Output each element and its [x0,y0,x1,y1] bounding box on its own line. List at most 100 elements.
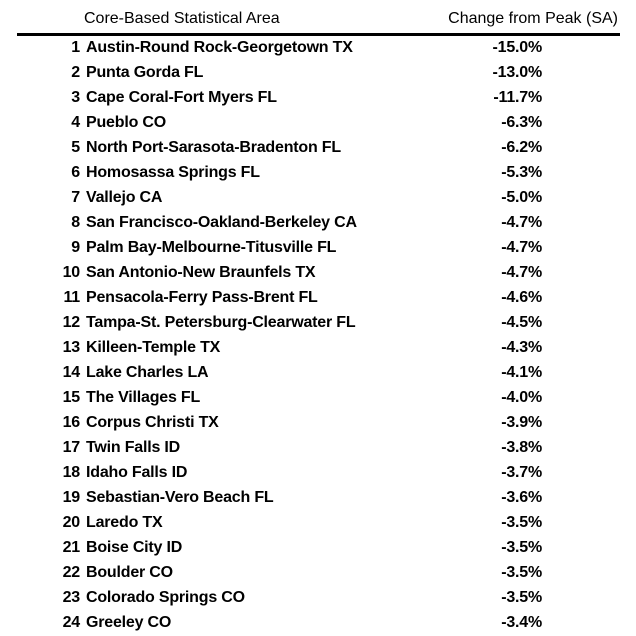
table-row: 14 Lake Charles LA -4.1% [0,361,636,386]
row-area: Homosassa Springs FL [86,164,260,181]
row-area: San Francisco-Oakland-Berkeley CA [86,214,357,231]
row-change: -3.7% [501,464,542,481]
row-area: Tampa-St. Petersburg-Clearwater FL [86,314,356,331]
row-change: -4.5% [501,314,542,331]
header-divider [17,33,620,36]
row-area: Boulder CO [86,564,173,581]
row-area: Pueblo CO [86,114,166,131]
table-row: 9 Palm Bay-Melbourne-Titusville FL -4.7% [0,236,636,261]
row-area: Twin Falls ID [86,439,181,456]
row-rank: 19 [62,489,81,506]
row-rank: 17 [62,439,81,456]
table-row: 17 Twin Falls ID -3.8% [0,436,636,461]
row-area: San Antonio-New Braunfels TX [86,264,316,281]
row-change: -3.5% [501,539,542,556]
row-area: Sebastian-Vero Beach FL [86,489,274,506]
row-change: -4.3% [501,339,542,356]
row-rank: 12 [62,314,81,331]
row-area: Corpus Christi TX [86,414,219,431]
table-row: 13 Killeen-Temple TX -4.3% [0,336,636,361]
table-row: 10 San Antonio-New Braunfels TX -4.7% [0,261,636,286]
row-change: -3.4% [501,614,542,631]
table-header: Core-Based Statistical Area Change from … [0,8,636,30]
row-rank: 8 [71,214,80,231]
row-change: -4.6% [501,289,542,306]
row-rank: 9 [71,239,80,256]
row-rank: 20 [62,514,81,531]
row-area: Vallejo CA [86,189,163,206]
row-area: North Port-Sarasota-Bradenton FL [86,139,341,156]
row-area: Idaho Falls ID [86,464,188,481]
row-area: The Villages FL [86,389,201,406]
row-rank: 22 [62,564,81,581]
row-area: Boise City ID [86,539,183,556]
row-rank: 10 [62,264,81,281]
row-area: Punta Gorda FL [86,64,204,81]
table-row: 5 North Port-Sarasota-Bradenton FL -6.2% [0,136,636,161]
table-row: 4 Pueblo CO -6.3% [0,111,636,136]
row-rank: 16 [62,414,81,431]
table-row: 3 Cape Coral-Fort Myers FL -11.7% [0,86,636,111]
column-header-change: Change from Peak (SA) [448,10,618,27]
row-area: Greeley CO [86,614,172,631]
table-body: 1 Austin-Round Rock-Georgetown TX -15.0% 2 P… [0,36,636,636]
row-change: -3.5% [501,564,542,581]
table-row: 19 Sebastian-Vero Beach FL -3.6% [0,486,636,511]
table-row: 22 Boulder CO -3.5% [0,561,636,586]
row-area: Palm Bay-Melbourne-Titusville FL [86,239,337,256]
table-row: 12 Tampa-St. Petersburg-Clearwater FL -4.5… [0,311,636,336]
row-area: Pensacola-Ferry Pass-Brent FL [86,289,318,306]
row-change: -11.7% [493,89,542,106]
row-area: Austin-Round Rock-Georgetown TX [86,39,353,56]
row-change: -3.8% [501,439,542,456]
row-change: -6.2% [501,139,542,156]
table-row: 24 Greeley CO -3.4% [0,611,636,636]
row-change: -4.1% [501,364,542,381]
row-change: -13.0% [492,64,543,81]
row-change: -4.0% [501,389,542,406]
row-change: -3.5% [501,514,542,531]
table-row: 15 The Villages FL -4.0% [0,386,636,411]
row-change: -3.6% [501,489,542,506]
table-row: 8 San Francisco-Oakland-Berkeley CA -4.7% [0,211,636,236]
table-row: 16 Corpus Christi TX -3.9% [0,411,636,436]
row-rank: 6 [71,164,80,181]
row-rank: 21 [62,539,81,556]
row-change: -5.0% [501,189,542,206]
table-row: 18 Idaho Falls ID -3.7% [0,461,636,486]
row-change: -5.3% [501,164,542,181]
row-rank: 5 [71,139,80,156]
row-area: Cape Coral-Fort Myers FL [86,89,277,106]
table-row: 23 Colorado Springs CO -3.5% [0,586,636,611]
table-row: 6 Homosassa Springs FL -5.3% [0,161,636,186]
row-area: Lake Charles LA [86,364,209,381]
row-rank: 24 [62,614,81,631]
row-change: -4.7% [501,264,542,281]
row-rank: 4 [71,114,80,131]
row-change: -3.5% [501,589,542,606]
table-row: 2 Punta Gorda FL -13.0% [0,61,636,86]
row-rank: 1 [71,39,80,56]
table-row: 11 Pensacola-Ferry Pass-Brent FL -4.6% [0,286,636,311]
table-row: 1 Austin-Round Rock-Georgetown TX -15.0% [0,36,636,61]
row-rank: 14 [62,364,81,381]
column-header-area: Core-Based Statistical Area [84,10,280,27]
row-area: Laredo TX [86,514,163,531]
row-change: -4.7% [501,239,542,256]
row-change: -3.9% [501,414,542,431]
row-change: -6.3% [501,114,542,131]
table-row: 7 Vallejo CA -5.0% [0,186,636,211]
row-area: Killeen-Temple TX [86,339,221,356]
row-rank: 3 [71,89,80,106]
row-rank: 11 [63,289,80,306]
row-rank: 23 [62,589,81,606]
row-rank: 13 [62,339,81,356]
row-change: -15.0% [492,39,543,56]
row-rank: 2 [71,64,80,81]
table-row: 20 Laredo TX -3.5% [0,511,636,536]
row-rank: 15 [62,389,81,406]
table-row: 21 Boise City ID -3.5% [0,536,636,561]
row-area: Colorado Springs CO [86,589,245,606]
row-rank: 18 [62,464,81,481]
row-change: -4.7% [501,214,542,231]
